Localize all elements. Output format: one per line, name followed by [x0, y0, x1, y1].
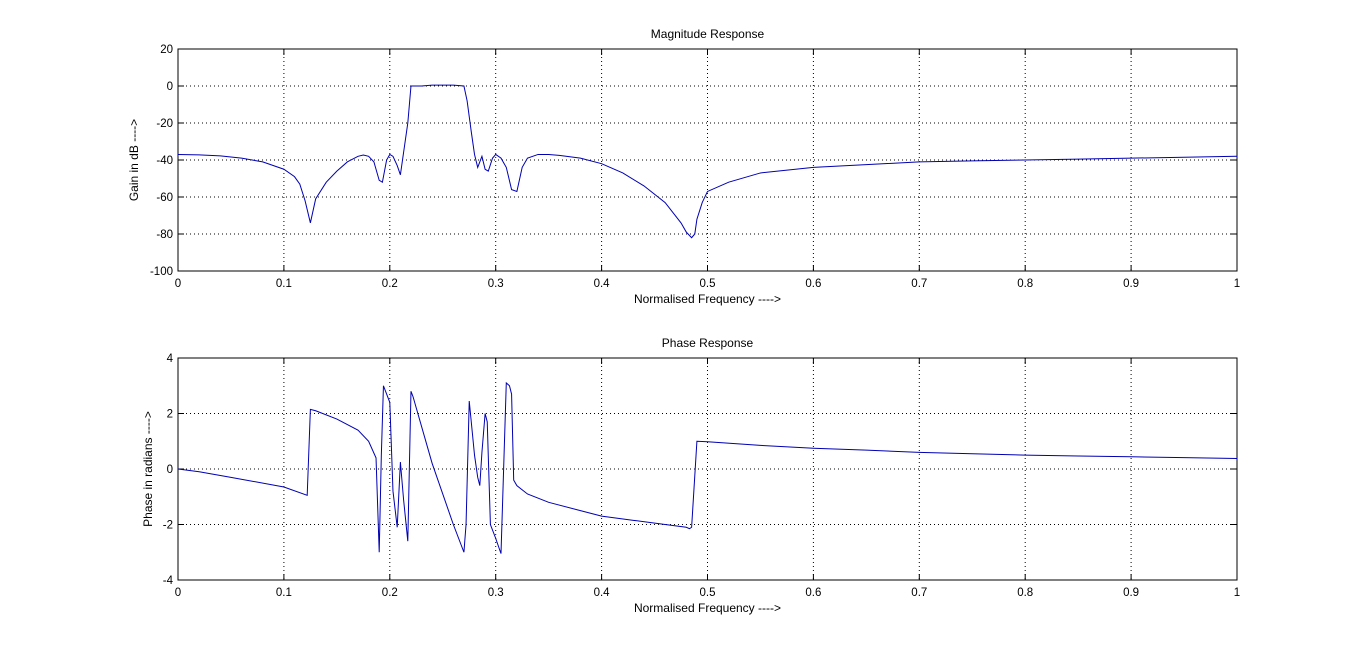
magnitude-x-tick-label: 0.5 — [700, 278, 716, 290]
phase-y-tick-label: 2 — [167, 409, 173, 421]
phase-x-tick-label: 1 — [1234, 587, 1240, 599]
magnitude-y-tick-label: -20 — [156, 118, 173, 130]
magnitude-x-tick-label: 0.8 — [1017, 278, 1033, 290]
magnitude-y-tick-label: 20 — [160, 44, 173, 56]
magnitude-x-tick-label: 0.4 — [594, 278, 611, 290]
magnitude-x-tick-label: 0 — [175, 278, 181, 290]
magnitude-x-tick-label: 0.3 — [488, 278, 504, 290]
magnitude-x-tick-label: 0.7 — [911, 278, 927, 290]
magnitude-grid — [178, 49, 1237, 271]
phase-y-tick-label: -4 — [163, 575, 174, 587]
magnitude-chart-title: Magnitude Response — [651, 27, 765, 41]
magnitude-axes-box — [177, 48, 1238, 272]
phase-x-tick-labels: 0 0.1 0.2 0.3 0.4 0.5 0.6 0.7 0.8 0.9 1 — [175, 587, 1240, 599]
phase-x-tick-label: 0 — [175, 587, 181, 599]
magnitude-y-tick-label: -40 — [156, 155, 173, 167]
phase-x-tick-label: 0.1 — [276, 587, 292, 599]
phase-x-tick-label: 0.5 — [700, 587, 716, 599]
phase-response-plot: 0 0.1 0.2 0.3 0.4 0.5 0.6 0.7 0.8 0.9 1 4 2 0 -2 -4 Ph… — [141, 336, 1240, 615]
phase-chart-title: Phase Response — [662, 336, 754, 350]
phase-y-tick-label: 0 — [167, 464, 173, 476]
magnitude-response-plot: 0 0.1 0.2 0.3 0.4 0.5 0.6 0.7 0.8 0.9 1 20 0 -20 -40 -… — [127, 27, 1240, 306]
magnitude-x-tick-labels: 0 0.1 0.2 0.3 0.4 0.5 0.6 0.7 0.8 0.9 1 — [175, 278, 1240, 290]
phase-x-tick-label: 0.8 — [1017, 587, 1033, 599]
magnitude-series-line — [177, 84, 1238, 239]
phase-series-line — [177, 381, 1238, 554]
phase-x-tick-label: 0.7 — [911, 587, 927, 599]
magnitude-y-tick-label: -60 — [156, 192, 173, 204]
magnitude-x-tick-label: 0.6 — [805, 278, 821, 290]
magnitude-y-tick-label: -100 — [150, 266, 173, 278]
phase-x-tick-label: 0.4 — [594, 587, 611, 599]
phase-y-tick-labels: 4 2 0 -2 -4 — [163, 353, 174, 587]
magnitude-y-axis-label: Gain in dB ----> — [127, 119, 141, 201]
phase-y-tick-label: 4 — [167, 353, 174, 365]
phase-x-tick-label: 0.6 — [805, 587, 821, 599]
magnitude-x-tick-label: 0.1 — [276, 278, 292, 290]
phase-y-tick-label: -2 — [163, 520, 173, 532]
magnitude-x-tick-label: 0.2 — [382, 278, 398, 290]
phase-grid — [178, 358, 1237, 580]
magnitude-y-tick-label: 0 — [167, 81, 173, 93]
phase-y-axis-label: Phase in radians ----> — [141, 411, 155, 527]
phase-x-tick-label: 0.9 — [1123, 587, 1139, 599]
magnitude-y-tick-labels: 20 0 -20 -40 -60 -80 -100 — [150, 44, 173, 278]
magnitude-y-tick-label: -80 — [156, 229, 173, 241]
magnitude-x-axis-label: Normalised Frequency ----> — [634, 292, 781, 306]
phase-x-axis-label: Normalised Frequency ----> — [634, 601, 781, 615]
phase-x-tick-label: 0.3 — [488, 587, 504, 599]
magnitude-x-tick-label: 0.9 — [1123, 278, 1139, 290]
magnitude-x-tick-label: 1 — [1234, 278, 1240, 290]
phase-x-tick-label: 0.2 — [382, 587, 398, 599]
